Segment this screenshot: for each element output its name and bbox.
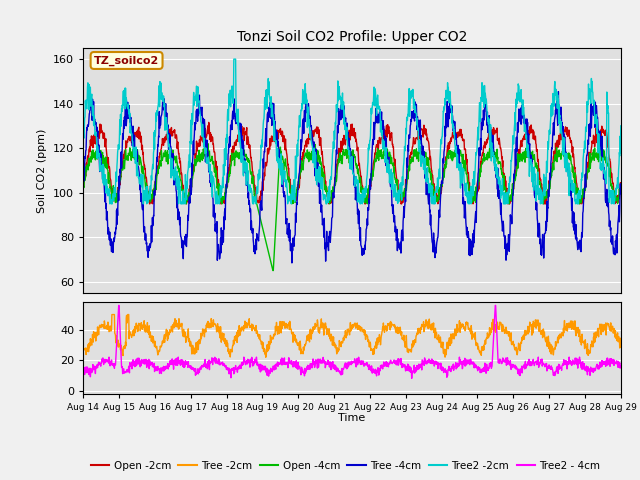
Legend: Open -2cm, Tree -2cm, Open -4cm, Tree -4cm, Tree2 -2cm, Tree2 - 4cm: Open -2cm, Tree -2cm, Open -4cm, Tree -4… [86,456,605,475]
Text: TZ_soilco2: TZ_soilco2 [94,55,159,66]
X-axis label: Time: Time [339,413,365,423]
Title: Tonzi Soil CO2 Profile: Upper CO2: Tonzi Soil CO2 Profile: Upper CO2 [237,30,467,44]
Y-axis label: Soil CO2 (ppm): Soil CO2 (ppm) [38,128,47,213]
